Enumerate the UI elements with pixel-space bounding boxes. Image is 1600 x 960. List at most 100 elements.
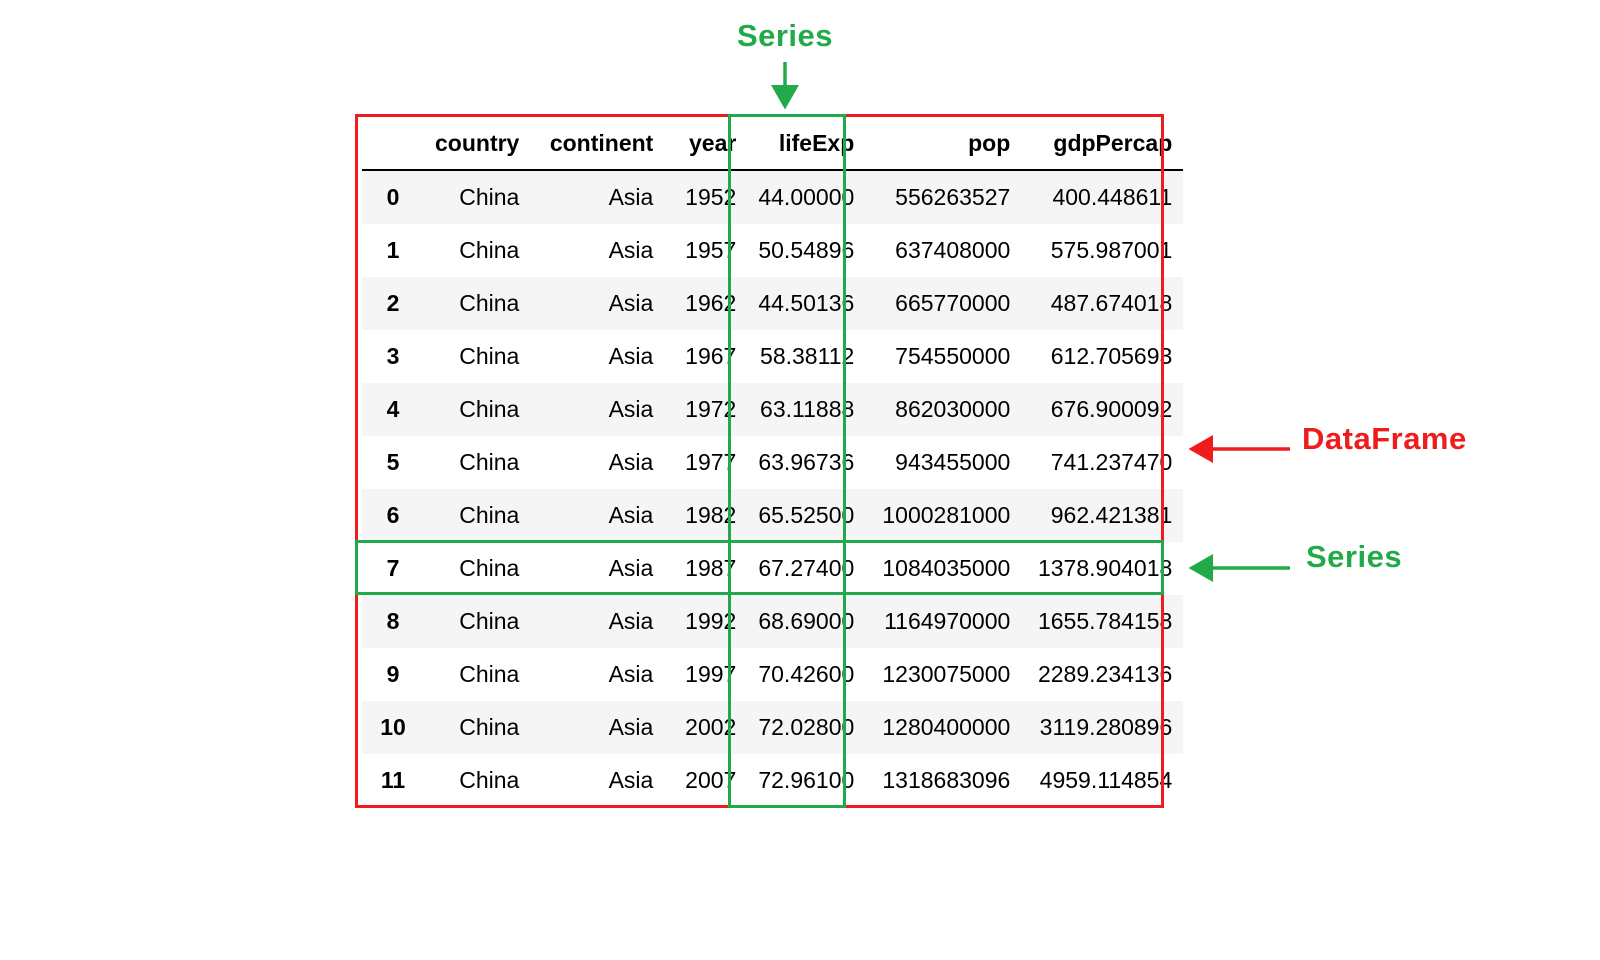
cell-year: 1957 [685,237,737,263]
cell-continent: Asia [608,449,654,475]
cell-continent: Asia [608,290,654,316]
column-header-country: country [424,117,531,171]
cell-gdppercap: 2289.234136 [1037,661,1173,687]
cell-lifeexp: 63.96736 [758,449,855,475]
cell-country: China [459,237,520,263]
cell-lifeexp: 68.69000 [758,608,855,634]
table-row: 6 China Asia 1982 65.52500 1000281000 962.4213… [362,489,1184,542]
row-index: 11 [380,767,406,793]
cell-continent: Asia [608,767,654,793]
cell-continent: Asia [608,343,654,369]
cell-gdppercap: 4959.114854 [1039,767,1173,793]
cell-lifeexp: 72.96100 [758,767,855,793]
cell-pop: 1318683096 [882,767,1011,793]
cell-pop: 1000281000 [882,502,1011,528]
cell-gdppercap: 741.237470 [1050,449,1173,475]
cell-lifeexp: 70.42600 [758,661,855,687]
table-row: 1 China Asia 1957 50.54896 637408000 575.98700… [362,224,1184,277]
cell-country: China [459,767,520,793]
cell-lifeexp: 65.52500 [758,502,855,528]
table-row: 9 China Asia 1997 70.42600 1230075000 2289.234… [362,648,1184,701]
table-row: 8 China Asia 1992 68.69000 1164970000 1655.784… [362,595,1184,648]
cell-lifeexp: 50.54896 [758,237,855,263]
cell-country: China [459,396,520,422]
row-index: 8 [386,608,400,634]
cell-country: China [459,449,520,475]
cell-year: 1987 [685,555,737,581]
cell-pop: 1280400000 [882,714,1011,740]
table-row: 10 China Asia 2002 72.02800 1280400000 3119.28… [362,701,1184,754]
cell-continent: Asia [608,714,654,740]
column-header-year: year [664,117,748,171]
cell-country: China [459,608,520,634]
cell-year: 1962 [685,290,737,316]
row-index: 5 [386,449,400,475]
cell-gdppercap: 612.705693 [1050,343,1173,369]
cell-lifeexp: 44.50136 [758,290,855,316]
cell-year: 2002 [685,714,737,740]
cell-year: 1992 [685,608,737,634]
header-row: country continent year lifeExp pop gdpPe… [362,117,1184,171]
cell-gdppercap: 962.421381 [1050,502,1173,528]
cell-lifeexp: 67.27400 [758,555,855,581]
cell-gdppercap: 487.674018 [1050,290,1173,316]
dataframe-table: country continent year lifeExp pop gdpPe… [362,117,1184,807]
cell-continent: Asia [608,555,654,581]
cell-country: China [459,502,520,528]
cell-pop: 665770000 [895,290,1011,316]
series-row-label: Series [1306,539,1403,574]
cell-year: 2007 [685,767,737,793]
cell-year: 1967 [685,343,737,369]
cell-year: 1977 [685,449,737,475]
row-index: 7 [386,555,400,581]
row-index: 10 [380,714,406,740]
table-row: 7 China Asia 1987 67.27400 1084035000 1378.904… [362,542,1184,595]
cell-gdppercap: 575.987001 [1050,237,1173,263]
cell-continent: Asia [608,502,654,528]
cell-gdppercap: 676.900092 [1050,396,1173,422]
table-row: 3 China Asia 1967 58.38112 754550000 612.70569… [362,330,1184,383]
cell-lifeexp: 58.38112 [760,343,855,369]
cell-pop: 754550000 [895,343,1011,369]
row-index: 4 [386,396,400,422]
cell-continent: Asia [608,661,654,687]
index-header [362,117,424,171]
row-index: 9 [386,661,400,687]
column-header-pop: pop [865,117,1022,171]
cell-pop: 556263527 [895,184,1011,210]
row-index: 2 [386,290,400,316]
cell-gdppercap: 1655.784158 [1037,608,1173,634]
table-row: 0 China Asia 1952 44.00000 556263527 400.44861… [362,170,1184,224]
table-row: 4 China Asia 1972 63.11888 862030000 676.90009… [362,383,1184,436]
table-header: country continent year lifeExp pop gdpPe… [362,117,1184,171]
cell-gdppercap: 3119.280896 [1039,714,1173,740]
cell-pop: 1164970000 [884,608,1011,634]
cell-continent: Asia [608,608,654,634]
cell-lifeexp: 63.11888 [760,396,855,422]
dataframe-label: DataFrame [1302,421,1467,456]
cell-lifeexp: 72.02800 [758,714,855,740]
row-index: 6 [386,502,400,528]
cell-country: China [459,714,520,740]
table-body: 0 China Asia 1952 44.00000 556263527 400.44861… [362,170,1184,807]
table-row: 2 China Asia 1962 44.50136 665770000 487.67401… [362,277,1184,330]
row-index: 3 [386,343,400,369]
cell-year: 1982 [685,502,737,528]
cell-continent: Asia [608,184,654,210]
cell-pop: 943455000 [895,449,1011,475]
series-column-label: Series [736,18,834,53]
cell-pop: 1084035000 [882,555,1011,581]
cell-gdppercap: 1378.904018 [1037,555,1173,581]
row-index: 0 [386,184,400,210]
cell-lifeexp: 44.00000 [758,184,855,210]
cell-year: 1997 [685,661,737,687]
cell-country: China [459,290,520,316]
cell-continent: Asia [608,396,654,422]
table-row: 11 China Asia 2007 72.96100 1318683096 4959.11… [362,754,1184,807]
column-header-lifeexp: lifeExp [747,117,866,171]
column-header-continent: continent [530,117,665,171]
cell-country: China [459,661,520,687]
cell-year: 1952 [685,184,737,210]
cell-country: China [459,184,520,210]
